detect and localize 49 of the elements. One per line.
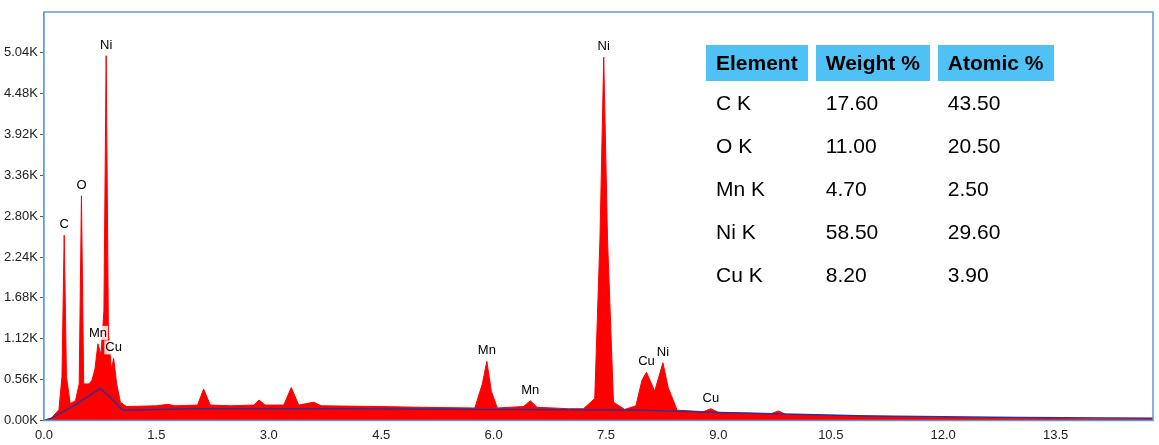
y-tick-label: 2.24K: [3, 248, 39, 264]
x-tick-label: 12.0: [930, 426, 956, 442]
x-tick-label: 10.5: [818, 426, 844, 442]
category-label: C K: [716, 90, 752, 114]
y-tick-label: 0.56K: [3, 371, 39, 387]
annotation: Ni: [100, 36, 113, 52]
text: 3.90: [947, 262, 989, 286]
x-tick-label: 7.5: [596, 426, 616, 442]
category-label: Atomic %: [937, 45, 1054, 81]
y-tick-label: 3.92K: [3, 126, 39, 142]
text: 43.50: [947, 90, 1001, 114]
x-tick-label: 4.5: [372, 426, 391, 442]
annotation: Cu: [105, 339, 122, 355]
y-tick-label: 5.04K: [3, 44, 39, 60]
y-tick-label: 1.12K: [3, 330, 39, 346]
text: 29.60: [947, 219, 1001, 243]
annotation: Mn: [88, 324, 107, 340]
x-tick-label: 13.5: [1042, 426, 1069, 442]
y-tick-label: 2.80K: [3, 207, 39, 223]
y-tick-label: 0.00K: [3, 411, 39, 427]
x-tick-label: 9.0: [709, 426, 728, 442]
category-label: Mn K: [716, 176, 766, 200]
annotation: O: [76, 176, 87, 192]
text: 17.60: [825, 90, 879, 114]
y-tick-label: 1.68K: [3, 289, 39, 305]
category-label: Element: [706, 45, 808, 81]
annotation: C: [59, 216, 69, 232]
category-label: Ni K: [716, 219, 756, 243]
annotation: Cu: [702, 389, 720, 405]
x-tick-label: 1.5: [147, 426, 166, 442]
annotation: Mn: [521, 381, 540, 397]
text: 2.50: [947, 176, 989, 200]
y-tick-label: 3.36K: [3, 166, 39, 182]
category-label: Weight %: [815, 45, 930, 81]
category-label: O K: [716, 133, 753, 157]
annotation: Mn: [477, 342, 496, 358]
x-tick-label: 6.0: [484, 426, 503, 442]
y-tick-label: 4.48K: [3, 85, 39, 101]
x-tick-label: 0.0: [34, 426, 54, 442]
text: 4.70: [825, 176, 867, 200]
category-label: Cu K: [716, 262, 763, 286]
annotation: Ni: [656, 343, 670, 359]
text: 11.00: [825, 133, 877, 157]
annotation: Cu: [638, 353, 655, 369]
annotation: Ni: [597, 38, 610, 54]
text: 20.50: [947, 133, 1001, 157]
text: 8.20: [825, 262, 867, 286]
text: 58.50: [825, 219, 879, 243]
x-tick-label: 3.0: [259, 426, 278, 442]
